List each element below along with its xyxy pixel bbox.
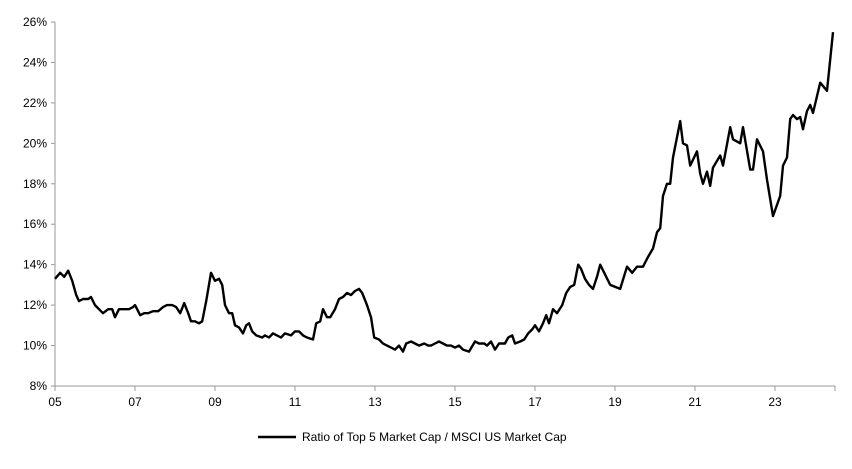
- x-axis: 05 07 09 11 13 15 17 19 21 23: [48, 385, 836, 409]
- x-tick-label: 23: [768, 395, 782, 409]
- x-tick-label: 19: [608, 395, 622, 409]
- x-tick-label: 17: [528, 395, 542, 409]
- y-tick-label: 12%: [23, 298, 47, 312]
- y-tick-label: 22%: [23, 96, 47, 110]
- x-tick-label: 05: [48, 395, 62, 409]
- legend-label: Ratio of Top 5 Market Cap / MSCI US Mark…: [302, 430, 567, 444]
- x-tick-label: 07: [128, 395, 142, 409]
- y-tick-label: 18%: [23, 177, 47, 191]
- y-tick-label: 20%: [23, 136, 47, 150]
- x-tick-label: 09: [208, 395, 222, 409]
- x-tick-label: 11: [289, 395, 302, 409]
- series-line-top5-ratio: [54, 31, 835, 353]
- y-axis: 8% 10% 12% 14% 16% 18% 20% 22% 24% 26%: [23, 15, 56, 393]
- x-tick-label: 21: [688, 395, 702, 409]
- x-tick-label: 13: [368, 395, 382, 409]
- y-tick-label: 8%: [30, 379, 48, 393]
- y-tick-label: 16%: [23, 217, 47, 231]
- y-tick-label: 14%: [23, 258, 47, 272]
- y-tick-label: 26%: [23, 15, 47, 29]
- x-tick-label: 15: [448, 395, 462, 409]
- y-tick-label: 10%: [23, 339, 47, 353]
- legend: Ratio of Top 5 Market Cap / MSCI US Mark…: [258, 430, 567, 444]
- y-tick-label: 24%: [23, 55, 47, 69]
